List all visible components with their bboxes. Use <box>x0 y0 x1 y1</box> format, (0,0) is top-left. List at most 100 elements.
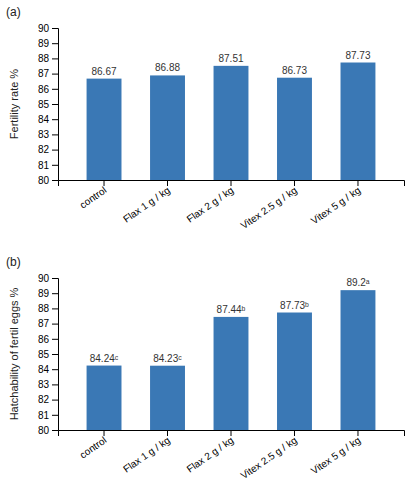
tick: 85 <box>38 99 58 110</box>
tick-label: 86 <box>38 334 50 345</box>
tick-label: 88 <box>38 303 50 314</box>
tick-label: Vitex 2.5 g / kg <box>239 434 299 481</box>
tick: 87 <box>38 318 58 329</box>
tick-label: 87 <box>38 318 50 329</box>
data-label: 87.73 <box>345 50 370 61</box>
chart-canvas: 80 81 82 83 84 85 86 87 88 89 90 control Flax 1 g / … <box>0 0 419 500</box>
bar <box>87 366 122 430</box>
tick: 90 <box>38 273 58 284</box>
tick-label: 89 <box>38 288 50 299</box>
tick-label: 84 <box>38 364 50 375</box>
tick-label: control <box>78 184 109 210</box>
tick-mark <box>231 430 232 436</box>
y-axis: 8081828384858687888990 <box>38 273 59 436</box>
tick-label: 80 <box>38 425 50 436</box>
tick: 88 <box>38 53 58 64</box>
tick: Flax 1 g / kg <box>121 430 172 475</box>
tick: control <box>78 430 109 461</box>
bar <box>87 79 122 180</box>
data-label: 89.2ᵃ <box>346 277 369 288</box>
tick-label: 84 <box>38 114 50 125</box>
tick-mark <box>167 180 168 186</box>
tick-label: Flax 2 g / kg <box>185 434 236 474</box>
tick-label: control <box>78 434 109 460</box>
tick-label: 90 <box>38 273 50 284</box>
tick: Flax 2 g / kg <box>185 180 236 225</box>
tick-mark <box>357 180 358 186</box>
tick-label: 89 <box>38 38 50 49</box>
data-label: 86.88 <box>155 62 180 73</box>
tick-mark <box>167 430 168 436</box>
tick-label: 81 <box>38 410 50 421</box>
tick: 80 <box>38 175 58 186</box>
tick-mark <box>52 400 58 401</box>
bar <box>341 63 376 180</box>
bars <box>87 290 376 430</box>
tick-mark <box>231 180 232 186</box>
panel: 8081828384858687888990controlFlax 1 g / … <box>8 273 405 481</box>
data-label: 86.67 <box>92 66 117 77</box>
tick: Vitex 5 g / kg <box>309 180 363 226</box>
tick-mark <box>294 430 295 436</box>
tick-mark <box>52 180 58 181</box>
tick-mark <box>52 89 58 90</box>
bar <box>214 66 249 180</box>
axis-line <box>59 431 405 437</box>
axis-title: Fertility rate % <box>8 69 20 140</box>
axis-line <box>59 181 405 187</box>
tick-label: 88 <box>38 53 50 64</box>
bar <box>150 75 185 180</box>
tick: Flax 1 g / kg <box>121 180 172 225</box>
panel-label: (b) <box>6 255 21 269</box>
tick-mark <box>52 384 58 385</box>
tick-label: 82 <box>38 394 50 405</box>
tick-mark <box>52 74 58 75</box>
tick: 88 <box>38 303 58 314</box>
panel-label: (a) <box>6 5 21 19</box>
data-label: 87.44ᵇ <box>217 304 246 315</box>
tick-label: 86 <box>38 84 50 95</box>
tick-mark <box>104 180 105 186</box>
tick-label: Flax 1 g / kg <box>121 184 172 224</box>
panel: 8081828384858687888990controlFlax 1 g / … <box>8 23 405 231</box>
tick: Flax 2 g / kg <box>185 430 236 475</box>
tick-label: Vitex 5 g / kg <box>309 434 363 476</box>
tick-label: 83 <box>38 129 50 140</box>
tick-mark <box>52 278 58 279</box>
tick-mark <box>52 415 58 416</box>
tick: 83 <box>38 129 58 140</box>
tick-mark <box>52 293 58 294</box>
bar <box>341 290 376 430</box>
bars <box>87 63 376 180</box>
tick-mark <box>52 165 58 166</box>
tick-label: 87 <box>38 68 50 79</box>
tick: 81 <box>38 160 58 171</box>
tick: control <box>78 180 109 211</box>
tick: 81 <box>38 410 58 421</box>
tick-label: 81 <box>38 160 50 171</box>
tick: 84 <box>38 114 58 125</box>
tick: 82 <box>38 394 58 405</box>
tick: 82 <box>38 144 58 155</box>
tick: 84 <box>38 364 58 375</box>
axis-title: Hatchability of fertil eggs % <box>8 287 20 420</box>
data-label: 84.24ᶜ <box>90 353 119 364</box>
bar <box>277 313 312 430</box>
data-labels: 84.24ᶜ84.23ᶜ87.44ᵇ87.73ᵇ89.2ᵃ <box>90 277 370 364</box>
bar <box>150 366 185 430</box>
tick-mark <box>52 369 58 370</box>
x-axis: control Flax 1 g / kg Flax 2 g / kgVitex 2… <box>59 430 405 481</box>
data-labels: 86.67 86.88 87.51 86.73 87.73 <box>92 50 371 77</box>
tick: 85 <box>38 349 58 360</box>
tick: 87 <box>38 68 58 79</box>
data-label: 87.51 <box>218 53 243 64</box>
data-label: 86.73 <box>282 65 307 76</box>
tick-mark <box>52 430 58 431</box>
tick-label: Flax 1 g / kg <box>121 434 172 474</box>
tick-mark <box>52 308 58 309</box>
tick: 86 <box>38 334 58 345</box>
tick-mark <box>52 104 58 105</box>
tick-label: 85 <box>38 99 50 110</box>
tick: Vitex 5 g / kg <box>309 430 363 476</box>
tick: 86 <box>38 84 58 95</box>
